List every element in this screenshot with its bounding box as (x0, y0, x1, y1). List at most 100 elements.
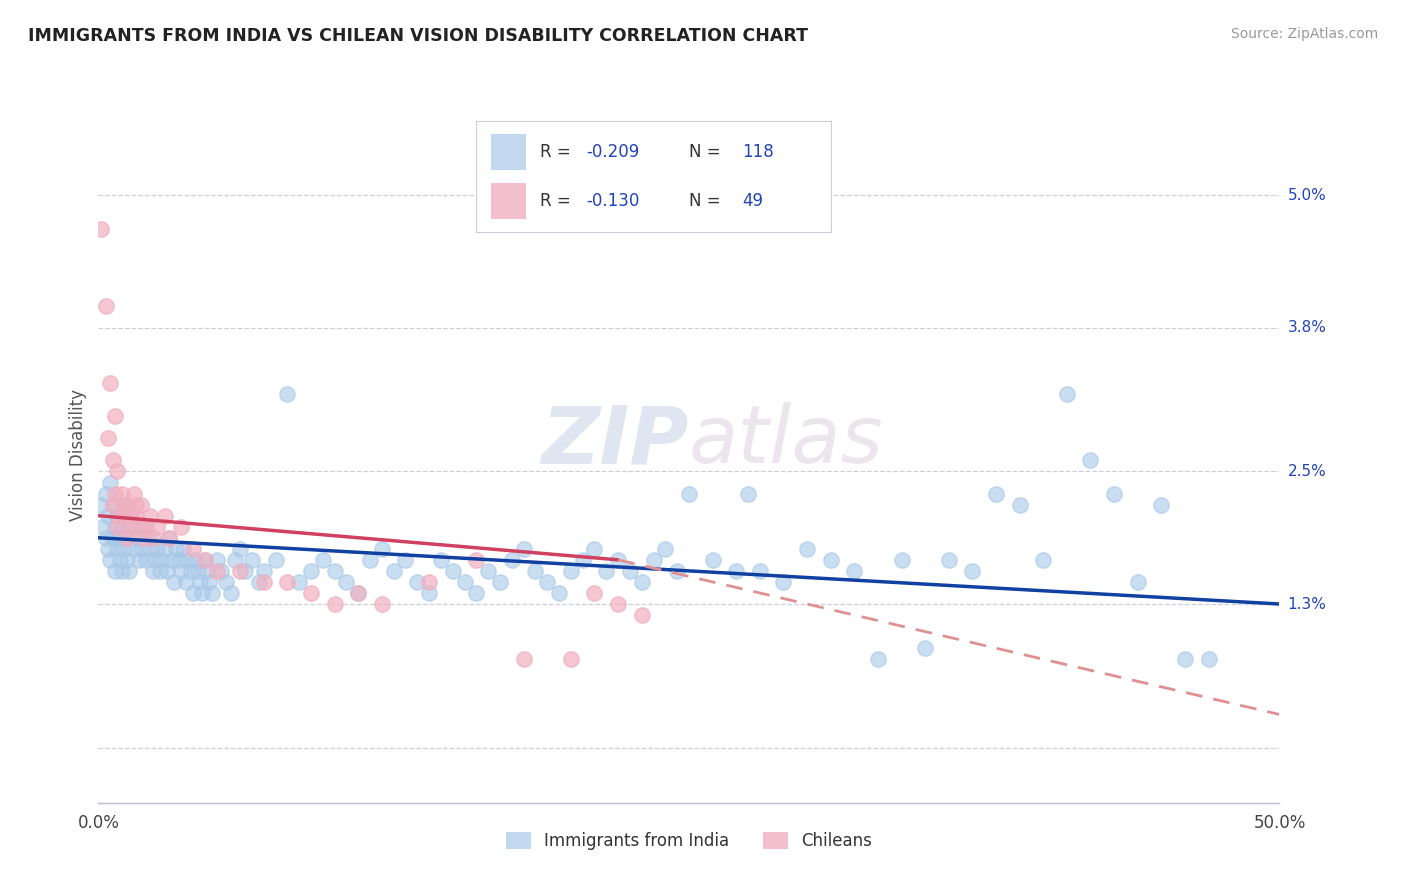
Point (607, 553, 630, 567)
Point (156, 564, 179, 578)
Point (418, 586, 440, 600)
Point (666, 564, 689, 578)
Point (101, 498, 124, 512)
Point (177, 553, 200, 567)
Point (105, 541, 128, 556)
Point (253, 574, 276, 589)
Point (347, 586, 370, 600)
Point (142, 564, 165, 578)
Point (737, 486, 759, 500)
Point (371, 541, 394, 556)
Point (111, 508, 134, 523)
Point (796, 541, 818, 556)
Point (198, 574, 221, 589)
Point (172, 541, 194, 556)
Point (772, 574, 794, 589)
Point (630, 608, 652, 623)
Point (115, 531, 138, 545)
Point (118, 508, 141, 523)
Point (748, 564, 770, 578)
Point (477, 564, 499, 578)
Point (111, 564, 134, 578)
Point (94, 486, 117, 500)
Point (430, 553, 453, 567)
Point (276, 387, 298, 401)
Point (104, 486, 127, 500)
Point (139, 541, 162, 556)
Point (583, 541, 606, 556)
Point (630, 574, 652, 589)
Point (1174, 652, 1197, 666)
Point (115, 498, 138, 512)
Point (135, 519, 157, 533)
Legend: Immigrants from India, Chileans: Immigrants from India, Chileans (499, 826, 879, 857)
Point (323, 597, 346, 611)
Point (97, 508, 120, 523)
Point (347, 586, 370, 600)
Point (406, 574, 429, 589)
Point (607, 597, 630, 611)
Point (536, 574, 558, 589)
Point (94, 531, 117, 545)
Point (101, 498, 124, 512)
Point (201, 586, 224, 600)
Point (194, 553, 217, 567)
Point (512, 541, 534, 556)
Point (247, 574, 270, 589)
Point (181, 541, 204, 556)
Point (453, 574, 475, 589)
Y-axis label: Vision Disability: Vision Disability (69, 389, 87, 521)
Point (323, 564, 346, 578)
Text: Source: ZipAtlas.com: Source: ZipAtlas.com (1230, 27, 1378, 41)
Point (335, 574, 357, 589)
Point (128, 553, 150, 567)
Point (98, 553, 121, 567)
Point (195, 564, 218, 578)
Point (184, 553, 207, 567)
Point (170, 564, 193, 578)
Point (118, 564, 141, 578)
Point (560, 564, 582, 578)
Point (90, 498, 112, 512)
Point (1150, 498, 1173, 512)
Point (938, 553, 960, 567)
Point (132, 519, 155, 533)
Point (1080, 453, 1102, 467)
Point (97, 541, 120, 556)
Point (501, 553, 523, 567)
Point (104, 564, 127, 578)
Point (984, 486, 1007, 500)
Point (229, 564, 252, 578)
Point (1008, 498, 1031, 512)
Point (104, 409, 127, 424)
Point (276, 574, 298, 589)
Point (233, 564, 256, 578)
Point (866, 652, 889, 666)
Point (1126, 574, 1149, 589)
Point (174, 574, 197, 589)
Point (224, 553, 246, 567)
Point (371, 597, 394, 611)
Text: ZIP: ZIP (541, 402, 689, 480)
Point (465, 586, 488, 600)
Point (105, 508, 128, 523)
Point (1102, 486, 1125, 500)
Point (215, 574, 238, 589)
Point (90, 221, 112, 235)
Point (167, 553, 190, 567)
Point (153, 541, 176, 556)
Point (118, 519, 141, 533)
Point (299, 586, 322, 600)
Point (253, 564, 276, 578)
Point (108, 531, 131, 545)
Point (143, 553, 166, 567)
Point (180, 564, 202, 578)
Point (962, 564, 984, 578)
Point (571, 553, 593, 567)
Point (132, 531, 155, 545)
Point (157, 531, 180, 545)
Point (121, 508, 143, 523)
Point (288, 574, 311, 589)
Point (191, 586, 214, 600)
Point (219, 586, 242, 600)
